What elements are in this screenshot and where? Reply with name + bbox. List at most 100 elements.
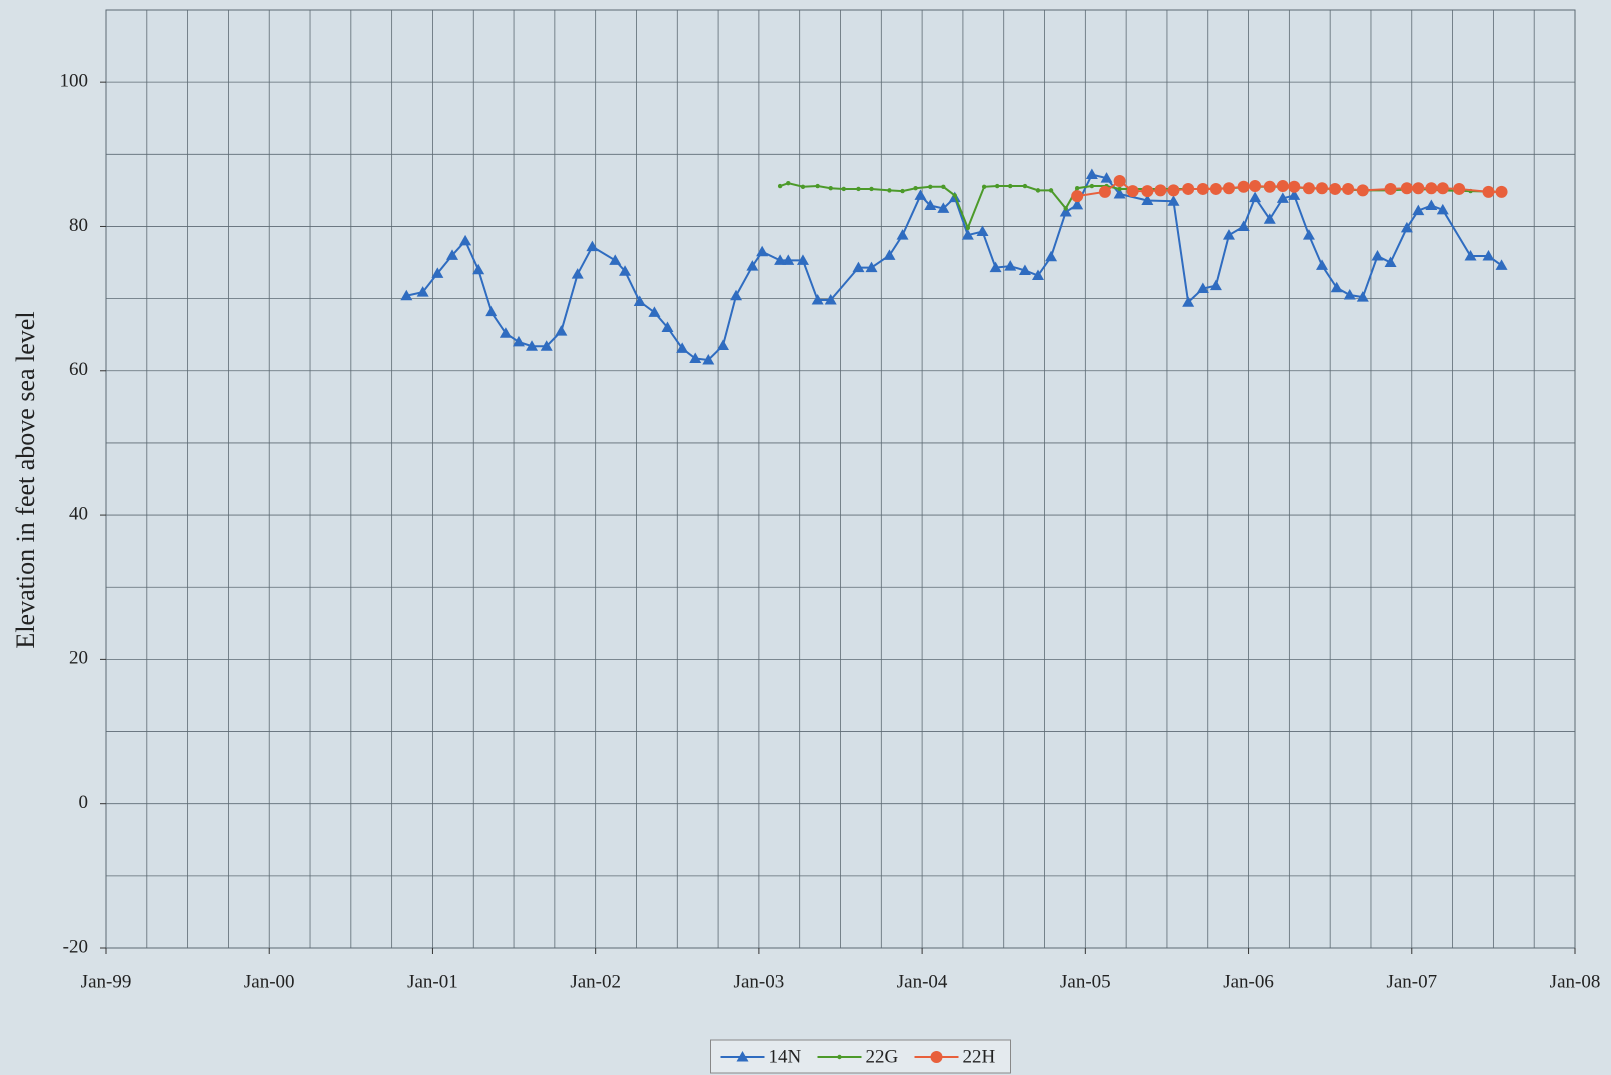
data-point	[1495, 185, 1508, 198]
x-tick-label: Jan-04	[897, 971, 948, 992]
data-point	[1249, 191, 1262, 203]
data-point	[1209, 182, 1222, 195]
data-point	[1063, 206, 1068, 211]
data-point	[1436, 182, 1449, 195]
data-point	[965, 225, 971, 231]
data-point	[1113, 187, 1126, 199]
data-point	[1167, 184, 1180, 197]
legend: 14N 22G 22H	[710, 1039, 1011, 1074]
data-point	[869, 186, 874, 192]
y-tick-label: 20	[69, 648, 88, 669]
y-tick-label: -20	[63, 936, 88, 957]
data-point	[1495, 259, 1508, 270]
data-point	[702, 353, 715, 365]
data-point	[1436, 203, 1449, 215]
data-point	[1400, 221, 1413, 233]
data-point	[1425, 182, 1438, 195]
data-point	[1356, 291, 1369, 302]
data-point	[952, 193, 957, 198]
data-point	[472, 263, 485, 275]
data-point	[1117, 186, 1122, 192]
data-point	[1071, 198, 1084, 210]
data-point	[1141, 194, 1154, 205]
data-point	[1482, 250, 1495, 261]
data-point	[1302, 229, 1315, 240]
data-point	[1464, 250, 1477, 261]
data-point	[941, 184, 946, 189]
data-point	[1089, 183, 1095, 189]
data-point	[1071, 190, 1084, 203]
data-point	[1249, 180, 1262, 193]
data-point	[1384, 182, 1397, 195]
x-tick-label: Jan-03	[734, 971, 785, 992]
data-point	[896, 229, 909, 240]
data-point	[1371, 250, 1384, 261]
data-point	[887, 188, 892, 193]
data-point	[633, 295, 646, 307]
x-tick-label: Jan-00	[244, 971, 295, 992]
data-point	[800, 184, 806, 189]
x-tick-label: Jan-07	[1386, 971, 1437, 992]
data-point	[1035, 188, 1041, 193]
data-point	[1182, 182, 1195, 195]
data-point	[661, 321, 674, 332]
data-point	[1059, 206, 1072, 217]
x-tick-label: Jan-06	[1223, 971, 1274, 992]
data-point	[937, 202, 950, 213]
data-point	[777, 183, 783, 189]
data-point	[994, 183, 1000, 189]
data-point	[1074, 186, 1080, 191]
data-point	[841, 186, 846, 192]
data-point	[1330, 281, 1343, 293]
data-point	[609, 254, 622, 265]
data-point	[485, 305, 498, 317]
data-point	[400, 289, 413, 301]
x-tick-label: Jan-08	[1550, 971, 1601, 992]
legend-marker	[930, 1051, 943, 1063]
data-point	[689, 352, 702, 364]
data-point	[1209, 279, 1222, 291]
data-point	[865, 261, 878, 273]
y-tick-label: 60	[69, 359, 88, 380]
data-point	[746, 260, 759, 271]
data-point	[526, 340, 539, 351]
data-point	[924, 199, 937, 211]
legend-label: 22G	[866, 1046, 899, 1067]
data-point	[416, 286, 429, 297]
data-point	[900, 188, 905, 194]
y-tick-label: 40	[69, 503, 88, 524]
data-point	[976, 225, 989, 237]
data-point	[1276, 192, 1289, 203]
y-tick-label: 80	[69, 215, 88, 236]
data-point	[540, 340, 553, 351]
data-point	[1100, 172, 1113, 183]
data-point	[1048, 188, 1054, 193]
data-point	[446, 249, 459, 260]
data-point	[1004, 260, 1017, 271]
data-point	[1425, 199, 1438, 211]
data-point	[459, 234, 472, 246]
x-tick-label: Jan-99	[81, 971, 132, 992]
data-point	[1098, 185, 1111, 198]
data-point	[1412, 182, 1425, 195]
data-point	[1288, 189, 1301, 200]
data-point	[1316, 259, 1329, 270]
data-point	[648, 306, 661, 317]
data-point	[1237, 180, 1250, 193]
data-point	[1384, 256, 1397, 268]
data-point	[1222, 229, 1235, 240]
data-point	[1356, 184, 1369, 197]
x-tick-label: Jan-01	[407, 971, 458, 992]
data-point	[828, 186, 833, 191]
data-point	[1343, 289, 1356, 300]
data-point	[499, 327, 512, 338]
legend-marker	[736, 1051, 749, 1062]
data-point	[1263, 213, 1276, 224]
data-point	[1482, 185, 1495, 198]
data-point	[676, 342, 689, 353]
data-point	[913, 186, 918, 191]
data-point	[811, 294, 824, 305]
y-tick-label: 100	[60, 71, 89, 92]
data-point	[1453, 182, 1466, 195]
